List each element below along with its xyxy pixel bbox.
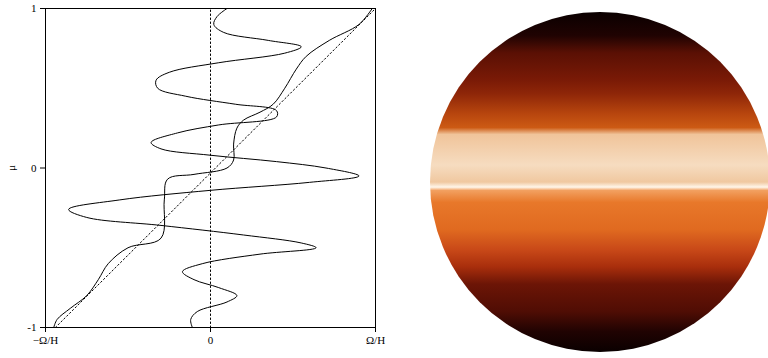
svg-text:-1: -1 [27,321,36,333]
svg-text:0: 0 [31,162,37,174]
svg-text:Ω/H: Ω/H [366,334,385,346]
svg-text:0: 0 [208,334,214,346]
svg-text:1: 1 [31,2,37,14]
svg-text:μ: μ [5,165,17,171]
svg-text:−Ω/H: −Ω/H [33,334,58,346]
